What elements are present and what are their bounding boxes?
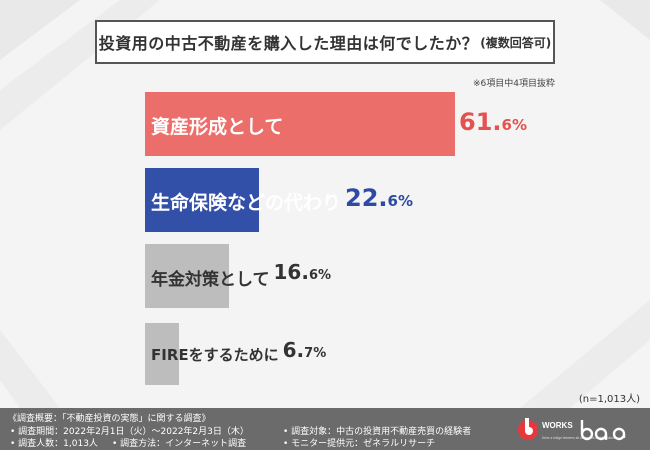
bar-label-1: 資産形成として — [151, 115, 284, 138]
survey-target: • 調査対象：中古の投資用不動産売買の経験者 — [283, 427, 472, 437]
bar-value-2: 22.6% — [345, 184, 413, 212]
chart-title: 投資用の中古不動産を購入した理由は何でしたか？ (複数回答可) — [95, 20, 555, 64]
title-main: 投資用の中古不動産を購入した理由は何でしたか？ — [98, 34, 479, 53]
works-logo: WORKS Drive a bridge between all custome… — [518, 418, 626, 441]
bar-label-4: FIREをするために — [151, 346, 279, 365]
bar-2 — [145, 168, 259, 232]
background-decoration — [0, 0, 650, 408]
bar-4 — [145, 323, 179, 385]
bar-label-2: 生命保険などの代わり — [151, 191, 342, 214]
survey-title: 《調査概要：「不動産投資の実態」に関する調査》 — [8, 414, 211, 424]
sample-size: (n=1,013人) — [578, 394, 640, 405]
bar-value-4: 6.7% — [282, 338, 327, 362]
bar-1 — [145, 92, 455, 156]
bar-label-3: 年金対策として — [151, 269, 270, 290]
bar-value-3: 16.6% — [273, 260, 332, 284]
survey-provider: • モニター提供元：ゼネラルリサーチ — [283, 439, 436, 449]
title-sub: (複数回答可) — [480, 35, 552, 50]
survey-footer: 《調査概要：「不動産投資の実態」に関する調査》 • 調査期間：2022年2月1日… — [0, 408, 650, 450]
selection-note: ※6項目中4項目抜粋 — [473, 79, 555, 89]
logo-tagline: Drive a bridge between all customers and… — [542, 436, 616, 440]
survey-respondents: • 調査人数：1,013人 — [10, 439, 98, 449]
survey-period: • 調査期間：2022年2月1日（火）～2022年2月3日（木） — [10, 427, 249, 437]
survey-method: • 調査方法：インターネット調査 — [112, 439, 247, 449]
logo-text: WORKS — [542, 421, 573, 430]
bar-3 — [145, 244, 229, 308]
bar-value-1: 61.6% — [459, 108, 527, 136]
